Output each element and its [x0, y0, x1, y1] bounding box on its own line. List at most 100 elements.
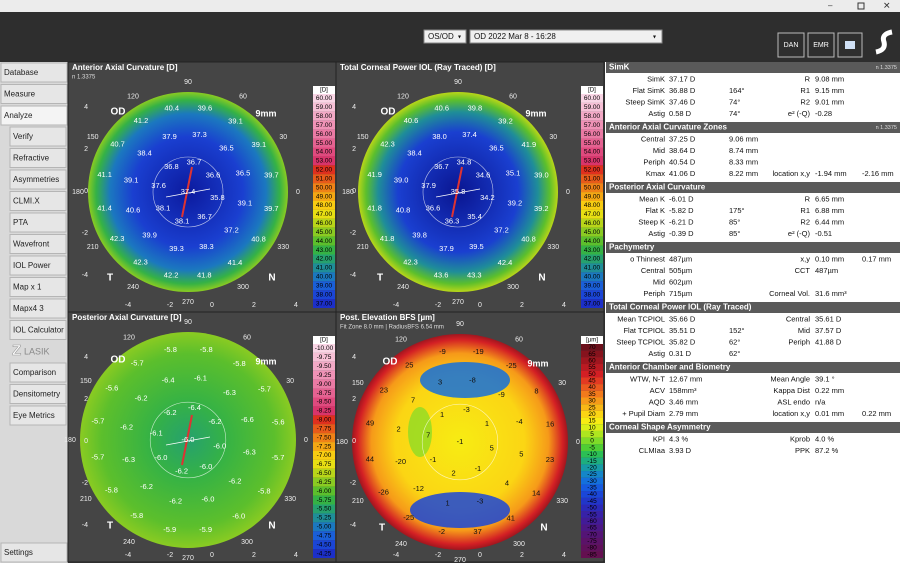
- summary-label: R2: [800, 217, 810, 226]
- sub-button-label: Wavefront: [13, 240, 50, 249]
- y-axis-tick: 4: [84, 354, 88, 361]
- scale-label: -40: [587, 491, 597, 498]
- logo-text: LASIK: [24, 346, 50, 356]
- section-title: Anterior Axial Curvature Zones: [609, 123, 728, 132]
- sub-button[interactable]: [9, 212, 67, 233]
- scale-cell: [313, 138, 335, 148]
- map-value: 38.0: [432, 132, 447, 141]
- map-value: -9: [498, 390, 505, 399]
- map-value: -6.1: [194, 374, 207, 383]
- scale-label: 43.00: [584, 247, 601, 254]
- scale-label: 54.00: [316, 149, 333, 156]
- scale-cell: [313, 263, 335, 273]
- toolbar-button[interactable]: [807, 32, 835, 58]
- map-value: 39.2: [508, 199, 523, 208]
- summary-value: 152°: [729, 326, 745, 335]
- settings-button[interactable]: [0, 542, 68, 563]
- sub-button[interactable]: [9, 320, 67, 340]
- map-value: 42.3: [403, 257, 418, 266]
- pupil-circle: [422, 156, 494, 228]
- scale-cell: [313, 183, 335, 193]
- nav-button-label: Database: [4, 68, 39, 77]
- sub-button[interactable]: [9, 277, 67, 297]
- minimize[interactable]: –: [828, 1, 833, 10]
- scale-cell: [313, 281, 335, 291]
- degree-label: 180: [342, 189, 354, 196]
- section-note: n 1.3375: [876, 125, 897, 131]
- scale-cell: [313, 227, 335, 237]
- eye-select[interactable]: [423, 29, 467, 44]
- summary-value: 0.01 mm: [815, 409, 844, 418]
- map-value: -5.8: [130, 511, 143, 520]
- scale-label: 53.00: [316, 158, 333, 165]
- scale-label: -5.75: [317, 497, 332, 504]
- scale-cell: [313, 531, 335, 541]
- map-value: 39.1: [238, 199, 253, 208]
- degree-label: 330: [547, 244, 559, 251]
- sub-button[interactable]: [9, 126, 67, 147]
- caret: ▾: [458, 35, 461, 41]
- print-icon: [845, 41, 855, 49]
- scale-cell: [581, 344, 603, 351]
- eye-select-text: OS/OD: [428, 32, 454, 41]
- sub-button[interactable]: [9, 169, 67, 190]
- scale-header: [313, 86, 335, 94]
- nav-button[interactable]: [0, 105, 68, 126]
- sub-button[interactable]: [9, 148, 67, 168]
- close[interactable]: ✕: [883, 0, 891, 10]
- map-value: 1: [445, 498, 449, 507]
- map-value: 40.8: [396, 205, 411, 214]
- degree-label: 120: [395, 337, 407, 344]
- scale-cell: [581, 397, 603, 405]
- exam-select[interactable]: [469, 29, 663, 44]
- scale-cell: [581, 147, 603, 157]
- pupil-circle: [421, 403, 499, 481]
- scale-label: 38.00: [316, 291, 333, 298]
- summary-value: 40.54 D: [669, 157, 696, 166]
- scale-cell: [581, 511, 603, 518]
- scale-label: 58.00: [584, 113, 601, 120]
- sub-button[interactable]: [9, 384, 67, 404]
- maximize[interactable]: [857, 2, 865, 10]
- section-title: Corneal Shape Asymmetry: [609, 423, 711, 432]
- scale-label: 52.00: [316, 167, 333, 174]
- scale-label: 41.00: [316, 265, 333, 272]
- scale-cell: [581, 464, 603, 472]
- degree-label: 120: [123, 335, 135, 342]
- summary-value: 0.17 mm: [862, 254, 891, 263]
- scale-cell: [581, 404, 603, 411]
- scale-cell: [581, 138, 603, 148]
- toolbar-button[interactable]: [777, 32, 805, 58]
- scale-label: -6.00: [317, 488, 332, 495]
- map-value: 38.4: [407, 149, 422, 158]
- scale-cell: [581, 183, 603, 193]
- y-axis-tick: -4: [82, 522, 88, 529]
- map-value: -5.7: [272, 453, 285, 462]
- scale-cell: [581, 471, 603, 478]
- summary-value: -1.94 mm: [815, 169, 847, 178]
- summary-value: 3.46 mm: [669, 397, 698, 406]
- sub-button[interactable]: [9, 234, 67, 254]
- scale-cell: [581, 263, 603, 273]
- scale-cell: [313, 352, 335, 362]
- sub-button[interactable]: [9, 255, 67, 276]
- sub-button[interactable]: [9, 362, 67, 383]
- sub-button[interactable]: [9, 191, 67, 211]
- x-axis-tick: 0: [478, 302, 482, 309]
- map-value: 41.1: [97, 170, 112, 179]
- summary-value: 9.15 mm: [815, 86, 844, 95]
- sub-button[interactable]: [9, 298, 67, 319]
- scale-cell: [581, 524, 603, 532]
- map-subtitle: n 1.3375: [72, 75, 96, 81]
- summary-value: 87.2 %: [815, 446, 839, 455]
- map-value: 43.3: [467, 270, 482, 279]
- nav-button[interactable]: [0, 84, 68, 104]
- degree-label: 240: [395, 541, 407, 548]
- scale-label: 44.00: [316, 238, 333, 245]
- sub-button-label: Verify: [13, 132, 33, 141]
- scale-cell: [581, 424, 603, 431]
- scale-label: -7.25: [317, 443, 332, 450]
- map-value: 37.3: [192, 130, 207, 139]
- nav-button[interactable]: [0, 62, 68, 83]
- sub-button[interactable]: [9, 405, 67, 426]
